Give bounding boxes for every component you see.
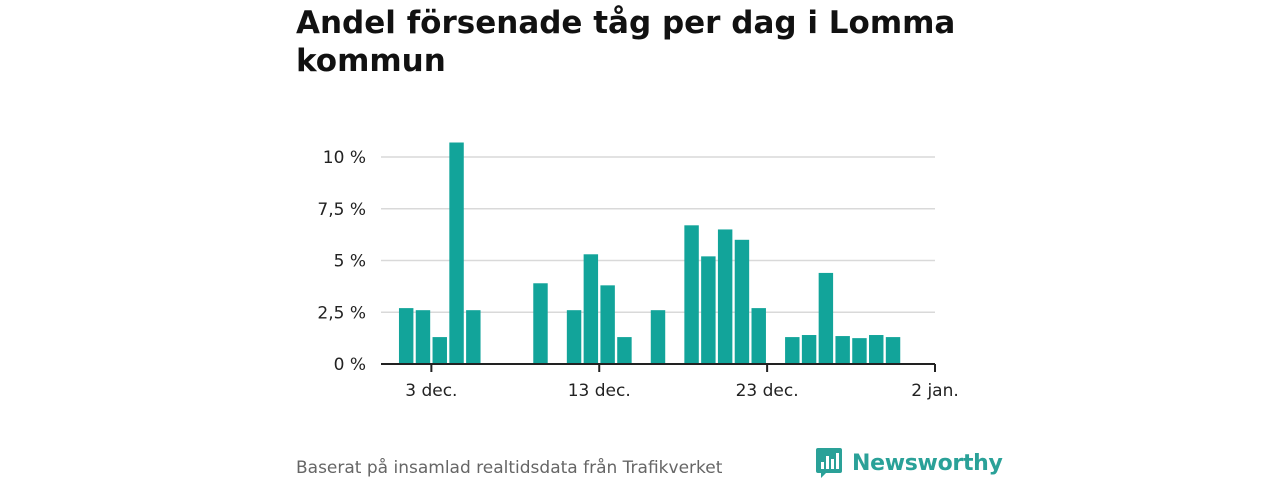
brand-logo: Newsworthy <box>815 446 1003 480</box>
bar <box>785 337 800 364</box>
bar <box>617 337 632 364</box>
bar <box>583 254 599 364</box>
bar <box>432 337 447 364</box>
x-axis-labels: 3 dec. 13 dec. 23 dec. 2 jan. <box>405 381 959 401</box>
gridlines <box>381 156 935 313</box>
bar <box>701 256 716 364</box>
bar <box>885 337 901 364</box>
bar <box>566 310 582 364</box>
newsworthy-logo-icon <box>816 448 842 478</box>
x-tick-label: 23 dec. <box>736 381 799 401</box>
bar <box>835 336 850 364</box>
bar <box>449 142 464 364</box>
bar <box>818 272 834 364</box>
x-tick-label: 3 dec. <box>405 381 457 401</box>
y-tick-label: 5 % <box>334 252 366 272</box>
bar <box>600 285 615 364</box>
y-tick-label: 10 % <box>323 148 366 168</box>
source-note: Baserat på insamlad realtidsdata från Tr… <box>296 458 723 478</box>
bar <box>650 310 666 364</box>
bar <box>717 229 733 364</box>
x-tick-label: 2 jan. <box>911 381 959 401</box>
bar <box>398 308 414 364</box>
brand-name: Newsworthy <box>852 450 1003 476</box>
bar <box>852 338 867 365</box>
y-tick-label: 0 % <box>334 355 366 375</box>
x-tick-label: 13 dec. <box>568 381 631 401</box>
x-axis <box>381 363 936 372</box>
y-tick-label: 7,5 % <box>317 200 366 220</box>
chart-title: Andel försenade tåg per dag i Lomma komm… <box>296 5 956 79</box>
bars <box>398 142 901 365</box>
bar <box>751 308 766 364</box>
bar <box>869 335 884 364</box>
bar <box>801 335 817 364</box>
bar <box>466 310 481 364</box>
y-axis-labels: 0 % 2,5 % 5 % 7,5 % 10 % <box>317 148 366 375</box>
bar <box>533 283 548 364</box>
bar <box>684 225 699 364</box>
y-tick-label: 2,5 % <box>317 303 366 323</box>
bar <box>415 310 431 364</box>
bar <box>734 239 750 364</box>
